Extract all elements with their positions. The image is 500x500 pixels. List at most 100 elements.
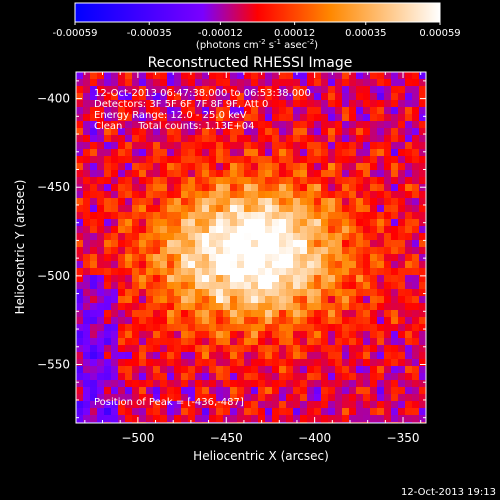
heatmap-cell (293, 247, 301, 255)
heatmap-cell (139, 338, 147, 346)
heatmap-cell (139, 345, 147, 353)
heatmap-cell (97, 387, 105, 395)
heatmap-cell (160, 135, 168, 143)
heatmap-cell (111, 352, 119, 360)
heatmap-cell (265, 261, 273, 269)
heatmap-cell (265, 415, 273, 423)
heatmap-cell (223, 226, 231, 234)
heatmap-cell (216, 184, 224, 192)
heatmap-cell (265, 128, 273, 136)
heatmap-cell (251, 317, 259, 325)
heatmap-cell (104, 310, 112, 318)
heatmap-cell (321, 107, 329, 115)
heatmap-cell (377, 254, 385, 262)
heatmap-cell (293, 387, 301, 395)
heatmap-cell (391, 121, 399, 129)
heatmap-cell (237, 198, 245, 206)
heatmap-cell (377, 282, 385, 290)
heatmap-cell (286, 394, 294, 402)
heatmap-cell (419, 345, 426, 353)
heatmap-cell (363, 247, 371, 255)
heatmap-cell (167, 303, 175, 311)
heatmap-cell (97, 191, 105, 199)
heatmap-cell (104, 191, 112, 199)
heatmap-cell (230, 387, 238, 395)
heatmap-cell (251, 219, 259, 227)
heatmap-cell (132, 373, 140, 381)
heatmap-cell (258, 359, 266, 367)
heatmap-cell (209, 310, 217, 318)
heatmap-cell (398, 93, 406, 101)
heatmap-cell (300, 394, 308, 402)
heatmap-cell (174, 345, 182, 353)
heatmap-cell (335, 114, 343, 122)
heatmap-cell (230, 247, 238, 255)
heatmap-cell (104, 93, 112, 101)
heatmap-cell (314, 345, 322, 353)
heatmap-cell (349, 373, 357, 381)
heatmap-cell (104, 198, 112, 206)
heatmap-cell (230, 93, 238, 101)
heatmap-cell (314, 261, 322, 269)
heatmap-cell (265, 219, 273, 227)
heatmap-cell (139, 415, 147, 423)
heatmap-cell (265, 86, 273, 94)
heatmap-cell (363, 198, 371, 206)
heatmap-cell (167, 163, 175, 171)
heatmap-cell (90, 93, 98, 101)
heatmap-cell (356, 247, 364, 255)
heatmap-cell (363, 86, 371, 94)
heatmap-cell (412, 135, 420, 143)
heatmap-cell (146, 114, 154, 122)
heatmap-cell (391, 247, 399, 255)
heatmap-cell (76, 156, 84, 164)
heatmap-cell (160, 184, 168, 192)
heatmap-cell (139, 240, 147, 248)
heatmap-cell (160, 233, 168, 241)
heatmap-cell (167, 415, 175, 423)
heatmap-cell (111, 86, 119, 94)
colorbar-unit-label: (photons cm-2 s-1 asec-2) (196, 38, 318, 51)
heatmap-cell (244, 394, 252, 402)
heatmap-cell (405, 359, 413, 367)
heatmap-cell (293, 128, 301, 136)
heatmap-cell (286, 79, 294, 87)
heatmap-cell (216, 149, 224, 157)
heatmap-cell (251, 387, 259, 395)
heatmap-cell (363, 233, 371, 241)
heatmap-cell (132, 177, 140, 185)
heatmap-cell (167, 226, 175, 234)
heatmap-cell (251, 261, 259, 269)
heatmap-cell (153, 114, 161, 122)
heatmap-cell (76, 338, 84, 346)
heatmap-cell (237, 233, 245, 241)
heatmap-cell (181, 93, 189, 101)
heatmap-cell (335, 240, 343, 248)
heatmap-cell (244, 296, 252, 304)
heatmap-cell (244, 387, 252, 395)
heatmap-cell (160, 86, 168, 94)
heatmap-cell (272, 310, 280, 318)
heatmap-cell (300, 100, 308, 108)
heatmap-cell (118, 135, 126, 143)
heatmap-cell (251, 394, 259, 402)
heatmap-cell (216, 338, 224, 346)
heatmap-cell (300, 114, 308, 122)
heatmap-cell (314, 107, 322, 115)
heatmap-cell (335, 345, 343, 353)
heatmap-cell (398, 359, 406, 367)
heatmap-cell (223, 261, 231, 269)
heatmap-cell (244, 282, 252, 290)
heatmap-cell (356, 100, 364, 108)
heatmap-cell (160, 331, 168, 339)
heatmap-cell (377, 205, 385, 213)
heatmap-cell (384, 359, 392, 367)
heatmap-cell (209, 380, 217, 388)
heatmap-cell (384, 142, 392, 150)
heatmap-cell (391, 366, 399, 374)
heatmap-cell (153, 219, 161, 227)
heatmap-cell (132, 352, 140, 360)
heatmap-cell (132, 331, 140, 339)
heatmap-cell (139, 177, 147, 185)
heatmap-cell (251, 331, 259, 339)
